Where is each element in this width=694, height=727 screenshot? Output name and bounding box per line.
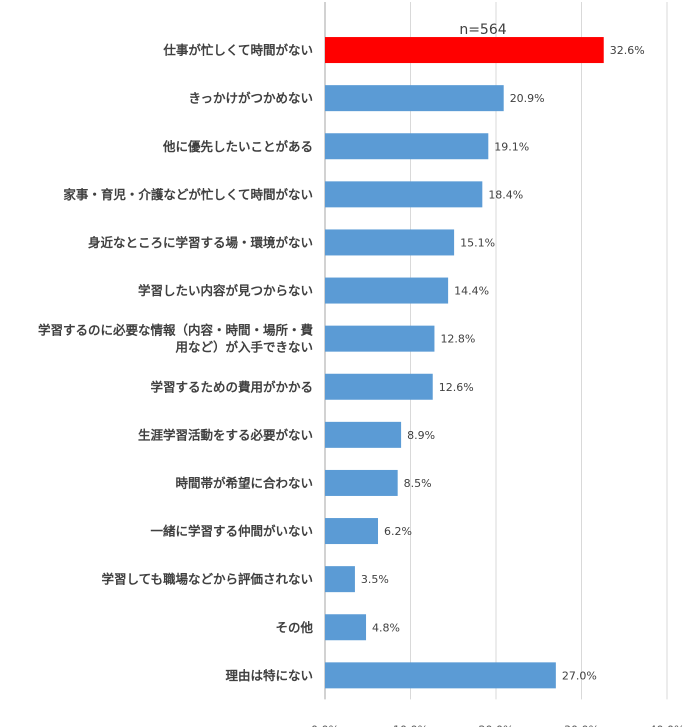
value-label: 3.5%: [361, 573, 389, 586]
category-label: 学習しても職場などから評価されない: [101, 572, 313, 587]
bar: [325, 85, 504, 112]
bar: [325, 614, 367, 641]
value-label: 4.8%: [372, 621, 400, 634]
value-label: 18.4%: [488, 188, 523, 201]
category-label: 用など）が入手できない: [174, 340, 313, 355]
category-label: 生涯学習活動をする必要がない: [138, 427, 313, 442]
value-label: 8.5%: [404, 477, 432, 490]
bar: [325, 133, 489, 160]
sample-size-note: n=564: [459, 22, 506, 38]
category-label: 仕事が忙しくて時間がない: [162, 43, 313, 58]
category-label: 一緒に学習する仲間がいない: [150, 524, 313, 539]
category-label: 学習したい内容が見つからない: [138, 283, 313, 298]
value-labels: 32.6% 20.9% 19.1% 18.4% 15.1% 14.4% 12.8% 12.6%…: [361, 44, 645, 682]
bar: [325, 37, 604, 64]
category-label: 身近なところに学習する場・環境がない: [88, 235, 313, 250]
category-label: 学習するのに必要な情報（内容・時間・場所・費: [38, 323, 314, 338]
value-label: 19.1%: [494, 140, 529, 153]
category-label: 時間帯が希望に合わない: [175, 475, 313, 490]
category-label: きっかけがつかめない: [188, 91, 313, 106]
value-label: 14.4%: [454, 285, 489, 298]
x-tick-label: 0.0%: [311, 723, 339, 727]
x-tick-label: 20.0%: [479, 723, 514, 727]
bar: [325, 373, 433, 400]
x-tick-label: 10.0%: [393, 723, 428, 727]
value-label: 12.8%: [440, 333, 475, 346]
value-label: 15.1%: [460, 236, 495, 249]
bar: [325, 181, 483, 208]
x-axis-ticks: 0.0% 10.0% 20.0% 30.0% 40.0%: [311, 723, 684, 727]
value-label: 32.6%: [610, 44, 645, 57]
x-tick-label: 30.0%: [564, 723, 599, 727]
bar: [325, 229, 455, 256]
value-label: 6.2%: [384, 525, 412, 538]
bar: [325, 469, 398, 496]
category-label: 家事・育児・介護などが忙しくて時間がない: [63, 187, 313, 202]
category-label: 学習するための費用がかかる: [150, 379, 313, 394]
category-label: 他に優先したいことがある: [162, 139, 313, 154]
category-labels: 仕事が忙しくて時間がないきっかけがつかめない他に優先したいことがある家事・育児・…: [38, 43, 314, 683]
bar: [325, 566, 355, 593]
bar: [325, 662, 556, 689]
bar: [325, 277, 449, 304]
category-label: 理由は特にない: [225, 668, 313, 683]
bar: [325, 518, 379, 545]
bar: [325, 421, 402, 448]
value-label: 12.6%: [439, 381, 474, 394]
x-tick-label: 40.0%: [650, 723, 685, 727]
bars: [325, 37, 604, 689]
value-label: 27.0%: [562, 669, 597, 682]
value-label: 8.9%: [407, 429, 435, 442]
value-label: 20.9%: [510, 92, 545, 105]
category-label: その他: [275, 620, 313, 635]
bar: [325, 325, 435, 352]
